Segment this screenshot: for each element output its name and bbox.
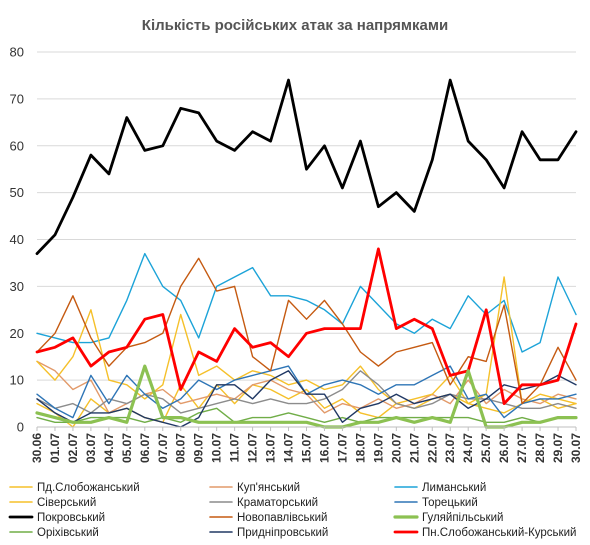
x-tick-label: 04.07 [102,433,116,463]
legend-label: Торецький [422,497,478,509]
x-tick-label: 27.07 [515,433,529,463]
grid-layer [37,51,576,428]
x-tick-label: 19.07 [371,433,385,463]
y-tick-label: 50 [10,185,24,200]
x-tick-label: 01.07 [48,433,62,463]
legend-label: Краматорський [237,497,318,509]
x-tick-label: 05.07 [120,433,134,463]
x-tick-label: 16.07 [317,433,331,463]
x-tick-label: 17.07 [335,433,349,463]
y-tick-label: 0 [17,420,24,435]
x-tick-label: 28.07 [533,433,547,463]
legend-label: Оріхівський [37,527,99,539]
x-tick-label: 29.07 [551,433,565,463]
x-tick-label: 25.07 [479,433,493,463]
x-tick-label: 10.07 [210,433,224,463]
legend-label: Гуляйпільський [422,512,503,524]
y-tick-label: 10 [10,373,24,388]
legend-label: Покровський [37,512,105,524]
y-tick-label: 60 [10,138,24,153]
series-line-11 [35,247,578,406]
legend-label: Лиманський [422,482,486,494]
series-line-6 [35,78,578,256]
x-tick-label: 08.07 [174,433,188,463]
axis-layer: 0 10 20 30 40 50 60 70 80 30.06 01.07 02.07 03.07 04.… [10,45,583,464]
x-tick-label: 21.07 [407,433,421,463]
x-tick-label: 26.07 [497,433,511,463]
x-tick-label: 23.07 [443,433,457,463]
chart-title: Кількість російських атак за напрямками [142,17,448,34]
x-tick-label: 12.07 [246,433,260,463]
y-tick-label: 20 [10,326,24,341]
x-tick-label: 13.07 [264,433,278,463]
y-tick-label: 70 [10,91,24,106]
y-tick-label: 80 [10,45,24,60]
x-tick-label: 14.07 [282,433,296,463]
legend-label: Куп'янський [237,482,300,494]
x-tick-label: 20.07 [389,433,403,463]
x-tick-label: 02.07 [66,433,80,463]
x-tick-label: 07.07 [156,433,170,463]
legend-label: Пн.Слобожанський-Курський [422,527,576,539]
series-layer [35,78,578,429]
x-tick-label: 30.07 [569,433,583,463]
x-tick-label: 15.07 [300,433,314,463]
x-tick-label: 09.07 [192,433,206,463]
legend-label: Пд.Слобожанський [37,482,140,494]
legend-label: Новопавлівський [237,512,327,524]
x-tick-label: 11.07 [228,433,242,463]
y-tick-label: 40 [10,232,24,247]
x-tick-label: 06.07 [138,433,152,463]
series-line-3 [36,276,577,405]
legend-label: Сіверський [37,497,96,509]
legend-layer: Пд.Слобожанський Куп'янський Лиманський Сів… [8,482,576,539]
x-tick-label: 24.07 [461,433,475,463]
x-tick-label: 22.07 [425,433,439,463]
legend-label: Придніпровський [237,527,328,539]
x-tick-label: 03.07 [84,433,98,463]
series-line-10 [36,370,577,428]
x-tick-label: 18.07 [353,433,367,463]
y-tick-label: 30 [10,279,24,294]
x-tick-label: 30.06 [30,433,44,463]
